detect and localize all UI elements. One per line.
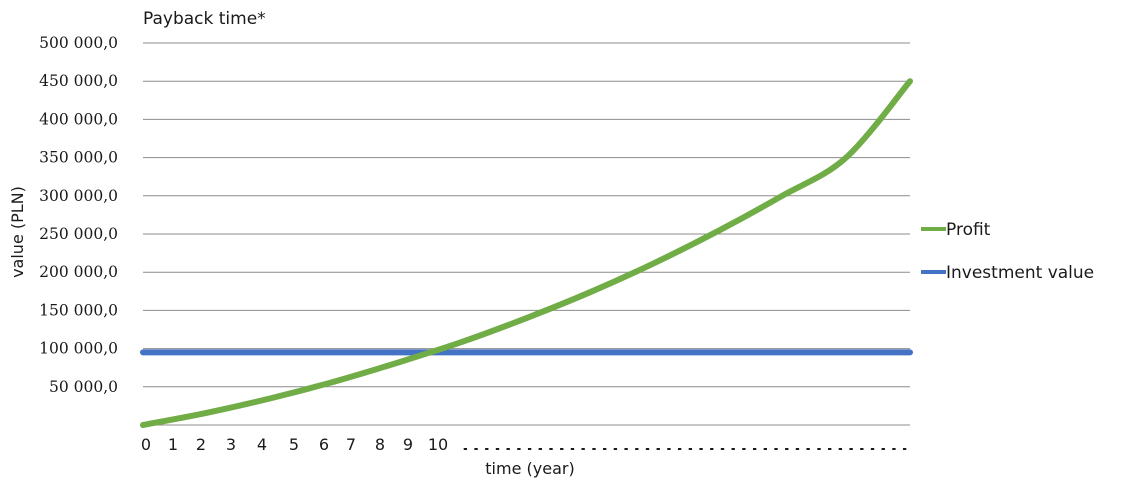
y-tick-label: 250 000,0 bbox=[39, 225, 118, 243]
y-tick-label: 500 000,0 bbox=[39, 34, 118, 52]
x-axis-ticks: 0 1 2 3 4 5 6 7 8 9 10 …………………………………… bbox=[141, 435, 910, 454]
gridlines bbox=[143, 42, 910, 426]
x-tick-label: 8 bbox=[375, 435, 385, 454]
x-axis-label: time (year) bbox=[485, 459, 574, 478]
x-tick-label: 7 bbox=[346, 435, 356, 454]
legend-label: Investment value bbox=[946, 263, 1094, 283]
legend: Profit Investment value bbox=[921, 220, 1094, 283]
x-tick-label: 5 bbox=[289, 435, 299, 454]
x-tick-label: 6 bbox=[319, 435, 329, 454]
y-tick-label: 100 000,0 bbox=[39, 340, 118, 358]
y-tick-label: 400 000,0 bbox=[39, 110, 118, 128]
y-tick-label: 200 000,0 bbox=[39, 263, 118, 281]
y-axis-label: value (PLN) bbox=[8, 186, 27, 278]
series-line-profit bbox=[140, 78, 913, 428]
y-tick-label: 450 000,0 bbox=[39, 72, 118, 90]
x-tick-label: 2 bbox=[196, 435, 206, 454]
y-tick-label: 300 000,0 bbox=[39, 187, 118, 205]
x-tick-label: 4 bbox=[257, 435, 267, 454]
x-tick-label: 3 bbox=[226, 435, 236, 454]
y-axis-ticks: 50 000,0 100 000,0 150 000,0 200 000,0 250 0… bbox=[39, 34, 118, 396]
legend-label: Profit bbox=[946, 220, 991, 240]
x-tick-label: 1 bbox=[168, 435, 178, 454]
y-tick-label: 150 000,0 bbox=[39, 301, 118, 319]
series-lines bbox=[140, 78, 913, 428]
x-tick-leader: …………………………………… bbox=[460, 435, 910, 454]
x-tick-label: 0 bbox=[141, 435, 151, 454]
x-tick-label: 10 bbox=[428, 435, 448, 454]
y-tick-label: 350 000,0 bbox=[39, 149, 118, 167]
chart-title: Payback time* bbox=[143, 9, 266, 29]
y-tick-label: 50 000,0 bbox=[49, 378, 118, 396]
x-tick-label: 9 bbox=[403, 435, 413, 454]
